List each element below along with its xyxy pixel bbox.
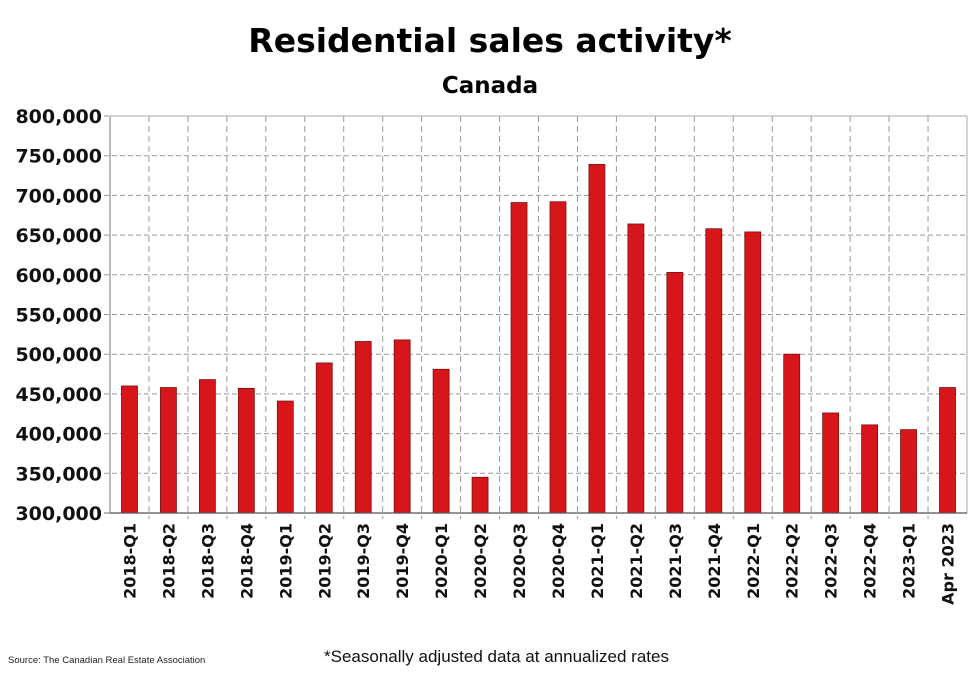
x-tick-label: 2022-Q4 — [861, 523, 880, 599]
axes — [109, 115, 968, 514]
y-tick-label: 500,000 — [15, 344, 102, 366]
x-tick-label: 2021-Q1 — [588, 523, 607, 599]
bar — [160, 387, 177, 514]
y-axis-ticks: 300,000 350,000 400,000 450,000 500,000 550,0… — [15, 106, 102, 525]
y-tick-label: 450,000 — [15, 384, 102, 406]
y-tick-label: 350,000 — [15, 463, 102, 485]
bar — [627, 223, 645, 514]
bar — [666, 272, 684, 514]
chart-title: Residential sales activity* — [248, 21, 731, 60]
bar — [861, 424, 879, 514]
y-tick-label: 550,000 — [15, 305, 102, 327]
bars — [121, 164, 956, 514]
x-tick-label: 2019-Q2 — [315, 523, 334, 599]
y-tick-label: 300,000 — [15, 503, 102, 525]
footnote: *Seasonally adjusted data at annualized … — [324, 647, 669, 666]
bar — [393, 339, 411, 514]
bar — [822, 412, 840, 514]
bar — [510, 202, 528, 514]
bar — [471, 476, 489, 514]
bar — [237, 387, 255, 514]
x-tick-label: 2020-Q3 — [510, 523, 529, 599]
x-tick-label: 2022-Q2 — [783, 523, 802, 599]
y-tick-label: 750,000 — [15, 146, 102, 168]
x-tick-label: 2020-Q2 — [471, 523, 490, 599]
x-tick-label: 2022-Q1 — [744, 523, 763, 599]
source-note: Source: The Canadian Real Estate Associa… — [8, 655, 205, 666]
x-tick-label: 2018-Q3 — [198, 523, 217, 599]
y-tick-label: 650,000 — [15, 225, 102, 247]
bar — [939, 387, 956, 514]
y-tick-label: 800,000 — [15, 106, 102, 128]
bar — [549, 201, 567, 514]
bar — [198, 379, 216, 514]
x-tick-label: Apr 2023 — [939, 523, 958, 605]
y-tick-label: 600,000 — [15, 265, 102, 287]
x-tick-label: 2021-Q4 — [705, 523, 724, 599]
x-tick-label: 2019-Q3 — [354, 523, 373, 599]
x-tick-label: 2018-Q1 — [120, 523, 139, 599]
bar — [783, 353, 801, 514]
x-tick-label: 2019-Q1 — [276, 523, 295, 599]
x-tick-label: 2020-Q4 — [549, 523, 568, 599]
x-axis-ticks: 2018-Q1 2018-Q2 2018-Q3 2018-Q4 2019-Q1 2019-… — [120, 523, 957, 605]
bar — [354, 341, 372, 514]
y-tick-label: 700,000 — [15, 185, 102, 207]
x-tick-label: 2018-Q2 — [159, 523, 178, 599]
x-tick-label: 2021-Q2 — [627, 523, 646, 599]
x-tick-label: 2018-Q4 — [237, 523, 256, 599]
x-tick-label: 2019-Q4 — [393, 523, 412, 599]
bar — [744, 231, 762, 514]
x-tick-label: 2021-Q3 — [666, 523, 685, 599]
x-tick-label: 2022-Q3 — [822, 523, 841, 599]
bar — [900, 429, 917, 514]
bar — [276, 400, 294, 514]
bar — [121, 385, 138, 514]
x-tick-label: 2023-Q1 — [900, 523, 919, 599]
chart-subtitle: Canada — [442, 73, 538, 99]
x-tick-label: 2020-Q1 — [432, 523, 451, 599]
bar — [432, 368, 450, 514]
bar — [705, 228, 723, 514]
y-tick-label: 400,000 — [15, 424, 102, 446]
bar — [315, 362, 333, 514]
bar — [588, 164, 606, 514]
grid — [104, 115, 967, 519]
